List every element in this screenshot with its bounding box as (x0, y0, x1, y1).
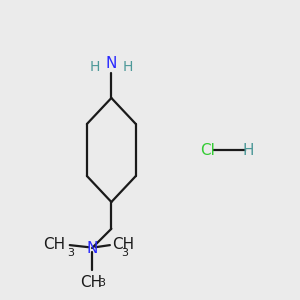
Text: N: N (86, 241, 98, 256)
Text: 3: 3 (98, 278, 105, 287)
Text: CH: CH (112, 237, 134, 252)
Text: N: N (106, 56, 117, 71)
Text: H: H (90, 60, 100, 74)
Text: 3: 3 (68, 248, 75, 258)
Text: Cl: Cl (200, 142, 215, 158)
Text: 3: 3 (121, 248, 128, 258)
Text: H: H (122, 60, 133, 74)
Text: CH: CH (80, 275, 103, 290)
Text: H: H (242, 142, 254, 158)
Text: CH: CH (43, 237, 65, 252)
